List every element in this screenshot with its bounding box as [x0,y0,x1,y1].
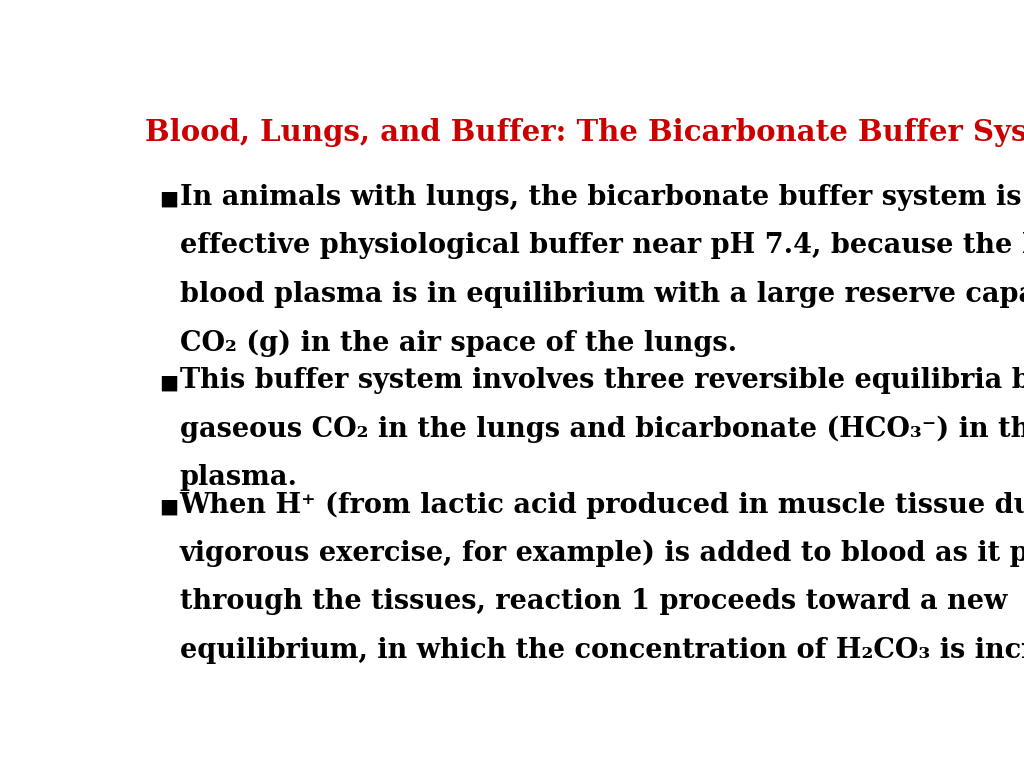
Text: CO₂ (g) in the air space of the lungs.: CO₂ (g) in the air space of the lungs. [179,329,736,356]
Text: This buffer system involves three reversible equilibria between: This buffer system involves three revers… [179,367,1024,394]
Text: When H⁺ (from lactic acid produced in muscle tissue during: When H⁺ (from lactic acid produced in mu… [179,492,1024,518]
Text: gaseous CO₂ in the lungs and bicarbonate (HCO₃⁻) in the blood: gaseous CO₂ in the lungs and bicarbonate… [179,415,1024,443]
Text: ▪: ▪ [158,492,179,522]
Text: blood plasma is in equilibrium with a large reserve capacity of: blood plasma is in equilibrium with a la… [179,281,1024,308]
Text: through the tissues, reaction 1 proceeds toward a new: through the tissues, reaction 1 proceeds… [179,588,1007,615]
Text: In animals with lungs, the bicarbonate buffer system is an: In animals with lungs, the bicarbonate b… [179,184,1024,211]
Text: Blood, Lungs, and Buffer: The Bicarbonate Buffer System: Blood, Lungs, and Buffer: The Bicarbonat… [145,118,1024,147]
Text: plasma.: plasma. [179,464,298,491]
Text: ▪: ▪ [158,367,179,398]
Text: effective physiological buffer near pH 7.4, because the H₂CO₃ of: effective physiological buffer near pH 7… [179,232,1024,260]
Text: vigorous exercise, for example) is added to blood as it passes: vigorous exercise, for example) is added… [179,540,1024,568]
Text: equilibrium, in which the concentration of H₂CO₃ is increased.: equilibrium, in which the concentration … [179,637,1024,664]
Text: ▪: ▪ [158,184,179,215]
